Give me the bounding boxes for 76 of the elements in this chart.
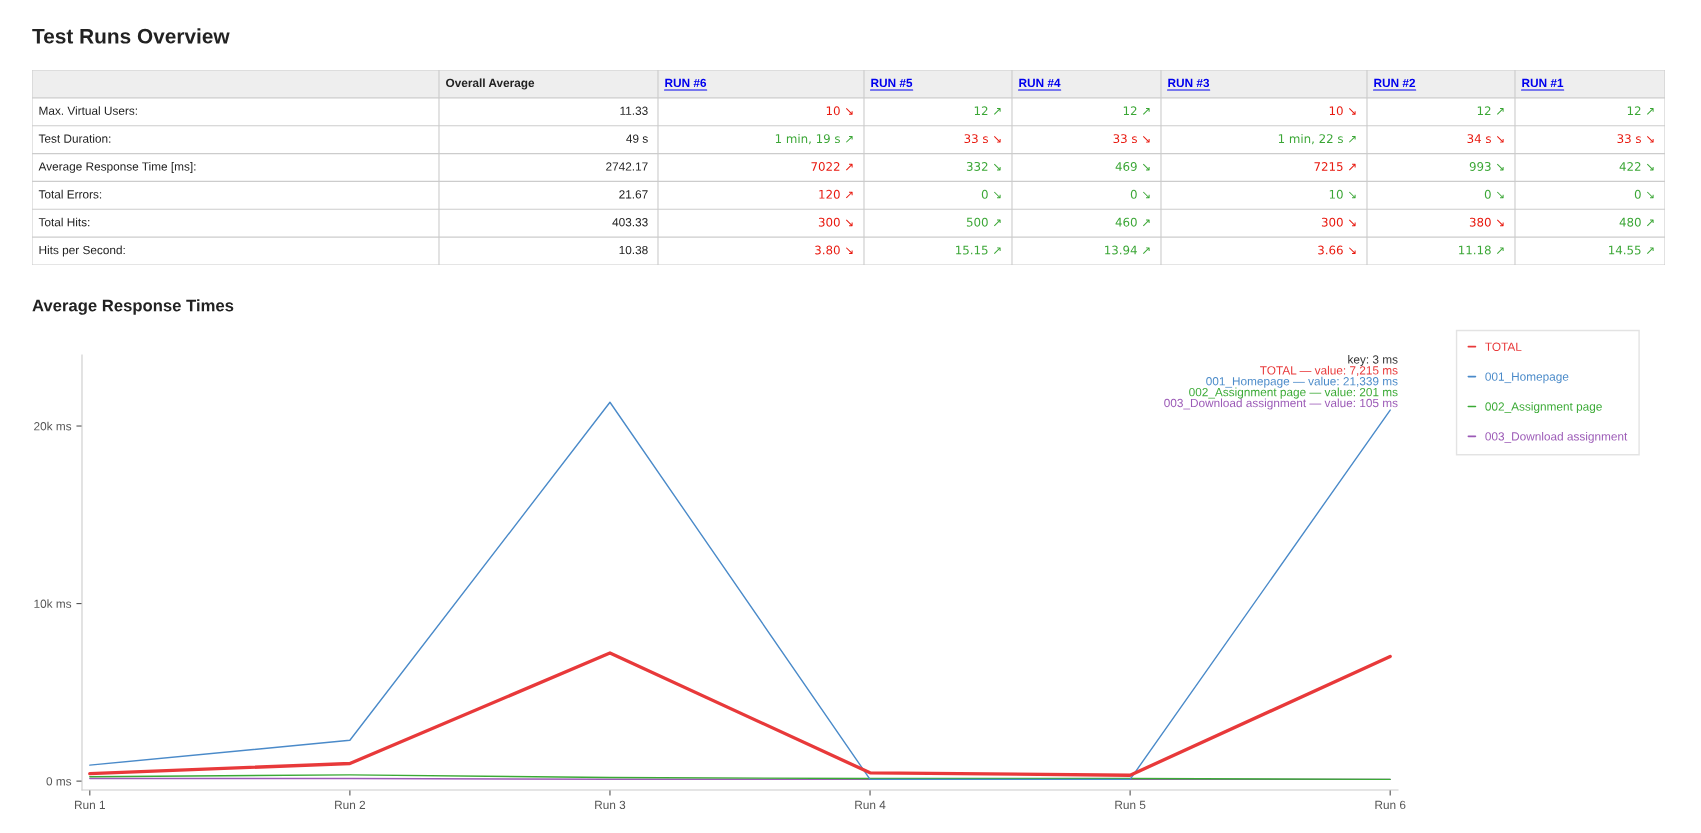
- line-series: [88, 651, 1392, 777]
- text: 3.80 ↘: [815, 245, 853, 255]
- x-tick-label: Run 5: [1115, 800, 1146, 810]
- text: Test Runs Overview: [32, 28, 230, 44]
- text: 12 ↗: [1477, 106, 1504, 116]
- text: 21.67: [619, 190, 648, 199]
- text: 1 min, 22 s ↗: [1278, 133, 1356, 145]
- text: 13.94 ↗: [1105, 245, 1150, 255]
- annotation: TOTAL — value: 7,215 ms: [1260, 365, 1398, 376]
- category-label: RUN #6: [665, 78, 707, 88]
- text: 403.33: [612, 218, 648, 227]
- text: 332 ↘: [966, 162, 1001, 171]
- legend-label: 001_Homepage: [1485, 372, 1569, 384]
- annotation: 001_Homepage — value: 21,339 ms: [1206, 376, 1398, 388]
- text: 10.38: [619, 245, 648, 255]
- text: 12 ↗: [974, 106, 1001, 116]
- text: 33 s ↘: [1617, 134, 1654, 144]
- text: 33 s ↘: [964, 134, 1001, 144]
- text: 12 ↗: [1627, 106, 1654, 116]
- text: 14.55 ↗: [1609, 245, 1654, 255]
- category-label: RUN #4: [1019, 78, 1061, 88]
- category-label: Overall Average: [446, 78, 535, 90]
- category-label: Max. Virtual Users:: [39, 106, 137, 115]
- text: 300 ↘: [818, 217, 853, 227]
- category-label: RUN #2: [1374, 78, 1416, 88]
- text: 422 ↘: [1619, 162, 1654, 171]
- legend-label: 002_Assignment page: [1485, 402, 1602, 414]
- category-label: RUN #3: [1168, 78, 1210, 88]
- text: 10 ↘: [1329, 189, 1356, 199]
- text: 0 ↘: [1634, 189, 1654, 199]
- category-label: Average Response Time [ms]:: [38, 162, 196, 173]
- x-tick-label: Run 1: [75, 800, 105, 810]
- legend-label: TOTAL: [1485, 342, 1522, 351]
- text: 10 ↘: [1329, 106, 1356, 116]
- text: 500 ↗: [966, 217, 1001, 227]
- text: 120 ↗: [819, 189, 853, 199]
- text: 11.33: [620, 106, 648, 115]
- text: 2742.17: [606, 162, 648, 171]
- text: 10 ↘: [826, 106, 853, 116]
- text: 0 ↘: [1484, 189, 1504, 199]
- text: 469 ↘: [1115, 162, 1150, 171]
- text: 12 ↗: [1123, 106, 1150, 116]
- text: 993 ↘: [1469, 162, 1504, 171]
- category-label: Hits per Second:: [39, 245, 125, 257]
- category-label: RUN #5: [871, 78, 913, 88]
- category-label: Total Hits:: [38, 217, 90, 227]
- annotation: 002_Assignment page — value: 201 ms: [1189, 387, 1398, 399]
- text: 0 ↘: [1130, 189, 1150, 199]
- annotation: 003_Download assignment — value: 105 ms: [1164, 398, 1398, 410]
- text: 1 min, 19 s ↗: [775, 133, 853, 145]
- text: 460 ↗: [1115, 217, 1150, 227]
- text: 33 s ↘: [1113, 134, 1150, 144]
- category-label: RUN #1: [1522, 78, 1564, 88]
- text: 0 ↘: [981, 189, 1001, 199]
- text: 300 ↘: [1321, 217, 1356, 227]
- x-tick-label: Run 2: [335, 800, 366, 810]
- text: 3.66 ↘: [1318, 245, 1356, 255]
- text: 7215 ↗: [1314, 162, 1356, 171]
- y-tick-label: 20k ms: [34, 421, 72, 431]
- text: 15.15 ↗: [956, 245, 1001, 255]
- text: 480 ↗: [1619, 217, 1654, 227]
- text: 49 s: [626, 134, 648, 143]
- text: 380 ↘: [1469, 217, 1504, 227]
- legend-label: 003_Download assignment: [1485, 431, 1628, 443]
- x-tick-label: Run 4: [855, 800, 886, 810]
- text: 34 s ↘: [1467, 134, 1504, 144]
- x-tick-label: Run 6: [1375, 800, 1406, 810]
- category-label: Total Errors:: [38, 189, 102, 199]
- y-tick-label: 10k ms: [34, 599, 72, 608]
- text: 11.18 ↗: [1459, 245, 1504, 255]
- annotation: key: 3 ms: [1348, 355, 1398, 367]
- category-label: Test Duration:: [38, 134, 111, 143]
- chart-title: Average Response Times: [32, 299, 234, 315]
- text: 7022 ↗: [811, 162, 853, 171]
- y-tick-label: 0 ms: [46, 777, 72, 786]
- x-tick-label: Run 3: [595, 800, 626, 810]
